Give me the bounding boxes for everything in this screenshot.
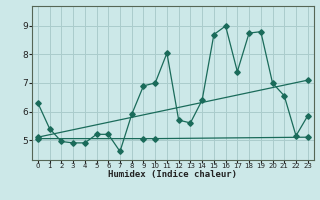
- X-axis label: Humidex (Indice chaleur): Humidex (Indice chaleur): [108, 170, 237, 179]
